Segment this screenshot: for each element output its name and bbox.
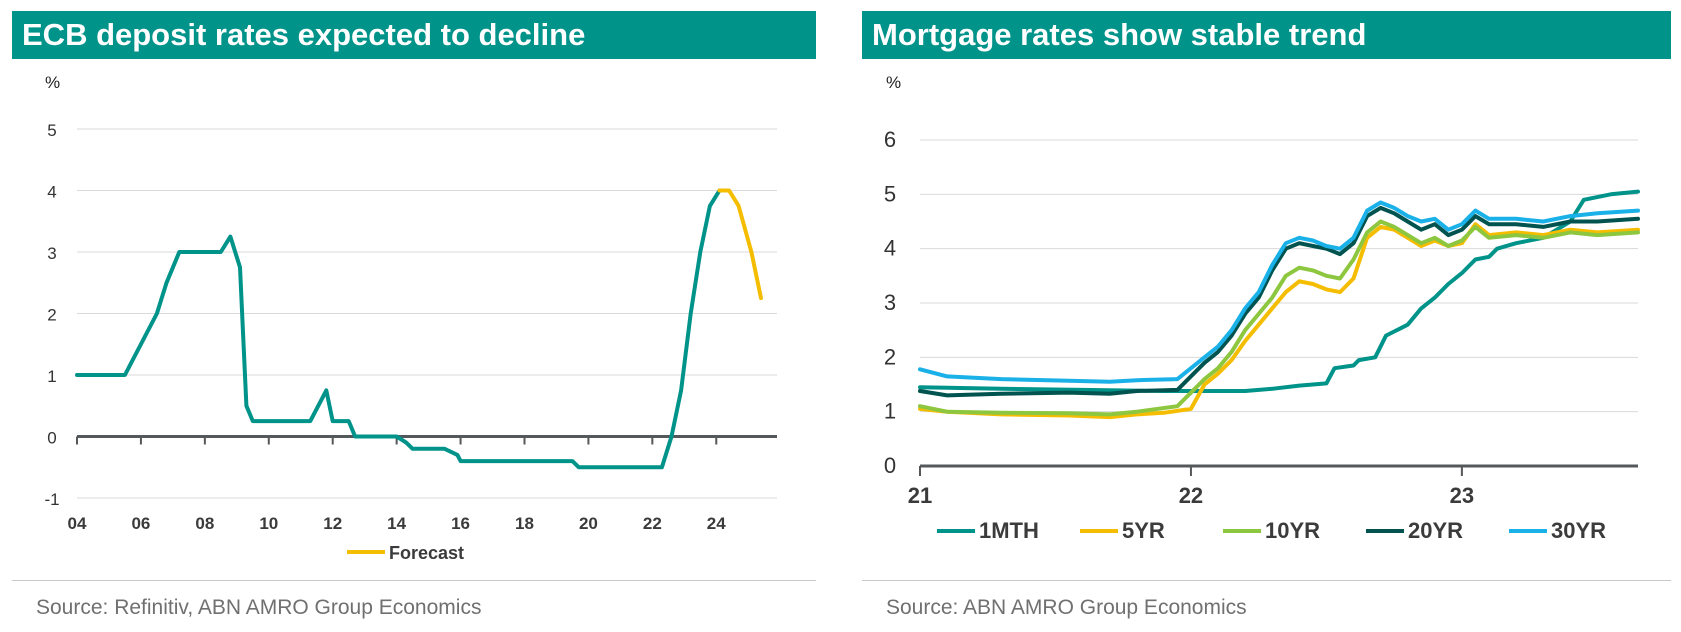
x-tick-label: 04 [68,514,87,533]
x-tick-label: 22 [1179,483,1203,508]
series-line [918,219,1640,417]
y-tick-label: 4 [47,183,56,202]
legend-label: Forecast [389,543,464,560]
legend-label: 5YR [1122,518,1165,543]
x-tick-label: 08 [195,514,214,533]
series-line [918,189,1640,393]
x-tick-label: 06 [131,514,150,533]
y-tick-label: 0 [884,453,896,478]
series-line [918,200,1640,384]
y-tick-label: 2 [47,306,56,325]
y-tick-label: 0 [47,429,56,448]
legend-label: 10YR [1265,518,1320,543]
series-line [75,188,722,470]
x-tick-label: 10 [259,514,278,533]
x-tick-label: 20 [579,514,598,533]
y-axis-unit: % [45,73,60,92]
x-tick-label: 16 [451,514,470,533]
x-tick-label: 14 [387,514,406,533]
series-line [717,188,763,301]
legend-label: 30YR [1551,518,1606,543]
x-tick-label: 24 [707,514,726,533]
ecb-deposit-rate-panel: ECB deposit rates expected to decline % -… [0,0,830,632]
legend-label: 1MTH [979,518,1039,543]
divider [12,580,816,581]
series-line [918,222,1640,420]
chart-title: Mortgage rates show stable trend [862,11,1671,59]
x-tick-label: 22 [643,514,662,533]
y-tick-label: 3 [884,290,896,315]
x-tick-label: 18 [515,514,534,533]
y-axis-unit: % [886,73,901,92]
y-tick-label: 2 [884,344,896,369]
y-tick-label: 5 [47,121,56,140]
series-line [918,205,1640,398]
mortgage-rate-panel: Mortgage rates show stable trend % 0 1 2 3 4 5… [860,0,1681,632]
y-tick-label: 1 [884,399,896,424]
x-tick-label: 21 [908,483,932,508]
source-note: Source: ABN AMRO Group Economics [886,596,1247,619]
y-tick-label: -1 [44,490,59,509]
y-tick-label: 6 [884,127,896,152]
source-note: Source: Refinitiv, ABN AMRO Group Econom… [36,596,482,619]
divider [862,580,1671,581]
y-tick-label: 5 [884,181,896,206]
x-tick-label: 12 [323,514,342,533]
legend-label: 20YR [1408,518,1463,543]
y-tick-label: 4 [884,236,896,261]
y-tick-label: 1 [47,367,56,386]
chart-title: ECB deposit rates expected to decline [12,11,816,59]
y-tick-label: 3 [47,244,56,263]
x-tick-label: 23 [1450,483,1474,508]
